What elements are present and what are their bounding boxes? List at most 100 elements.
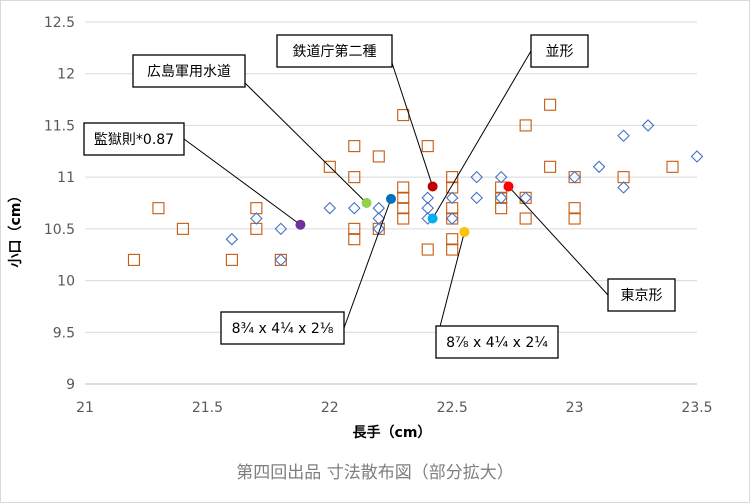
callout-leader [391,62,434,187]
callout-box [132,54,246,88]
diamond-marker [372,201,386,215]
square-marker [519,212,532,225]
square-marker [544,160,557,173]
callout-leader [343,198,392,329]
chart-caption: 第四回出品 寸法散布図（部分拡大） [236,463,513,483]
y-tick-label: 9 [66,377,75,393]
y-tick-label: 9.5 [53,325,75,341]
x-tick-label: 22.5 [437,400,468,416]
diamond-marker [372,222,386,236]
diamond-marker [494,170,508,184]
square-marker [446,233,459,246]
y-tick-label: 11 [57,170,75,186]
x-tick-label: 23.5 [681,400,712,416]
square-marker [568,202,581,215]
square-marker [519,119,532,132]
y-axis-title: 小口（cm） [8,189,24,268]
diamond-marker [494,191,508,205]
callout-label: 8⅞ x 4¼ x 2¼ [446,335,548,351]
y-tick-label: 10 [57,274,75,290]
square-marker [348,171,361,184]
diamond-marker [470,170,483,184]
callout-box [530,34,589,68]
diamond-marker [470,191,483,205]
diamond-marker [421,191,434,205]
callout-label: 監獄則*0.87 [94,131,174,148]
square-marker [397,212,410,225]
square-marker [372,150,385,163]
diamond-marker [445,212,459,225]
callout-leader [244,82,367,204]
callout-label: 広島軍用水道 [147,64,231,80]
diamond-marker [592,160,606,174]
callout-label: 8¾ x 4¼ x 2⅛ [232,321,334,337]
y-tick-label: 10.5 [44,222,75,238]
square-marker [397,181,410,194]
callout-leader [508,186,609,296]
callout-label: 鉄道庁第二種 [293,43,377,60]
highlight-point [503,181,514,192]
square-marker [446,171,459,184]
x-tick-label: 23 [566,400,584,416]
diamond-marker [421,201,434,215]
y-tick-label: 11.5 [44,118,75,134]
square-marker [421,243,434,256]
square-marker [495,191,508,204]
callout-leader [432,50,532,219]
x-tick-label: 22 [321,400,339,416]
square-marker [225,253,238,266]
square-marker [397,202,410,215]
square-marker [544,98,557,111]
diamond-marker [641,119,655,132]
square-marker [152,202,165,215]
highlight-point [361,198,372,208]
y-tick-label: 12.5 [44,15,75,31]
callout-box [607,278,676,312]
square-marker [348,222,361,235]
diamond-marker [568,170,581,184]
diamond-marker [274,253,288,267]
diamond-marker [274,222,288,236]
square-marker [348,140,361,153]
square-marker [348,233,361,246]
square-marker [666,160,679,173]
square-marker [274,253,287,266]
square-marker [421,140,434,153]
highlight-point [427,181,438,192]
diamond-marker [617,129,630,143]
diamond-marker [225,232,239,246]
square-marker [250,202,263,215]
square-marker [176,222,189,235]
callout-box [83,122,185,156]
square-marker [323,160,336,173]
diamond-marker [690,150,704,163]
highlight-point [427,213,438,224]
highlight-point [295,219,306,230]
square-marker [446,243,459,256]
diamond-marker [348,201,361,215]
diamond-marker [617,181,630,194]
diamond-marker [445,191,459,205]
callout-leader [435,231,465,343]
square-marker [568,212,581,225]
square-marker [495,202,508,215]
diamond-marker [519,191,532,205]
square-marker [397,109,410,122]
highlight-point [386,193,396,204]
diamond-marker [250,212,263,225]
x-tick-label: 21.5 [192,400,223,416]
square-marker [127,253,141,266]
tick-labels: 9 9.5 10 10.5 11 11.5 12 12.5 21 21.5 22 22.5 23 23.5 [44,15,713,416]
x-tick-label: 21 [76,400,94,416]
callout-leader [183,138,301,226]
highlight-point [459,226,470,237]
callout-label: 東京形 [621,288,663,304]
y-tick-label: 12 [57,67,75,83]
diamond-marker [323,201,337,215]
square-marker [397,191,410,204]
callout-box [435,325,559,359]
callout-box [220,311,345,345]
x-axis-title: 長手（cm） [353,424,432,441]
callout-label: 並形 [546,44,574,60]
